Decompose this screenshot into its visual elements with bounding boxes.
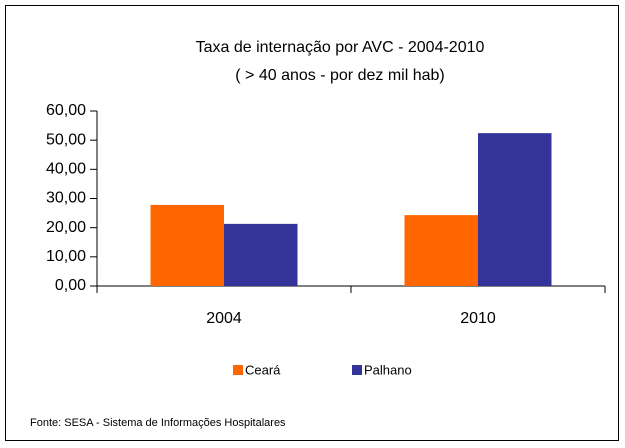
chart-title: Taxa de internação por AVC - 2004-2010 [196, 39, 485, 56]
y-tick-label: 0,00 [55, 277, 86, 294]
y-tick-label: 40,00 [46, 161, 86, 178]
bar [404, 215, 478, 286]
legend-swatch [233, 365, 243, 375]
x-tick-label: 2010 [460, 310, 496, 327]
legend-swatch [352, 365, 362, 375]
chart-subtitle: ( > 40 anos - por dez mil hab) [235, 67, 444, 84]
source-note: Fonte: SESA - Sistema de Informações Hos… [30, 417, 286, 429]
y-tick-label: 10,00 [46, 248, 86, 265]
bar [150, 204, 224, 286]
legend-label: Ceará [245, 362, 281, 377]
y-tick-label: 50,00 [46, 131, 86, 148]
bar [478, 133, 552, 286]
y-tick-label: 20,00 [46, 219, 86, 236]
legend-label: Palhano [364, 362, 412, 377]
x-tick-label: 2004 [206, 310, 242, 327]
y-tick-label: 60,00 [46, 102, 86, 119]
bar [224, 223, 298, 286]
y-tick-label: 30,00 [46, 190, 86, 207]
